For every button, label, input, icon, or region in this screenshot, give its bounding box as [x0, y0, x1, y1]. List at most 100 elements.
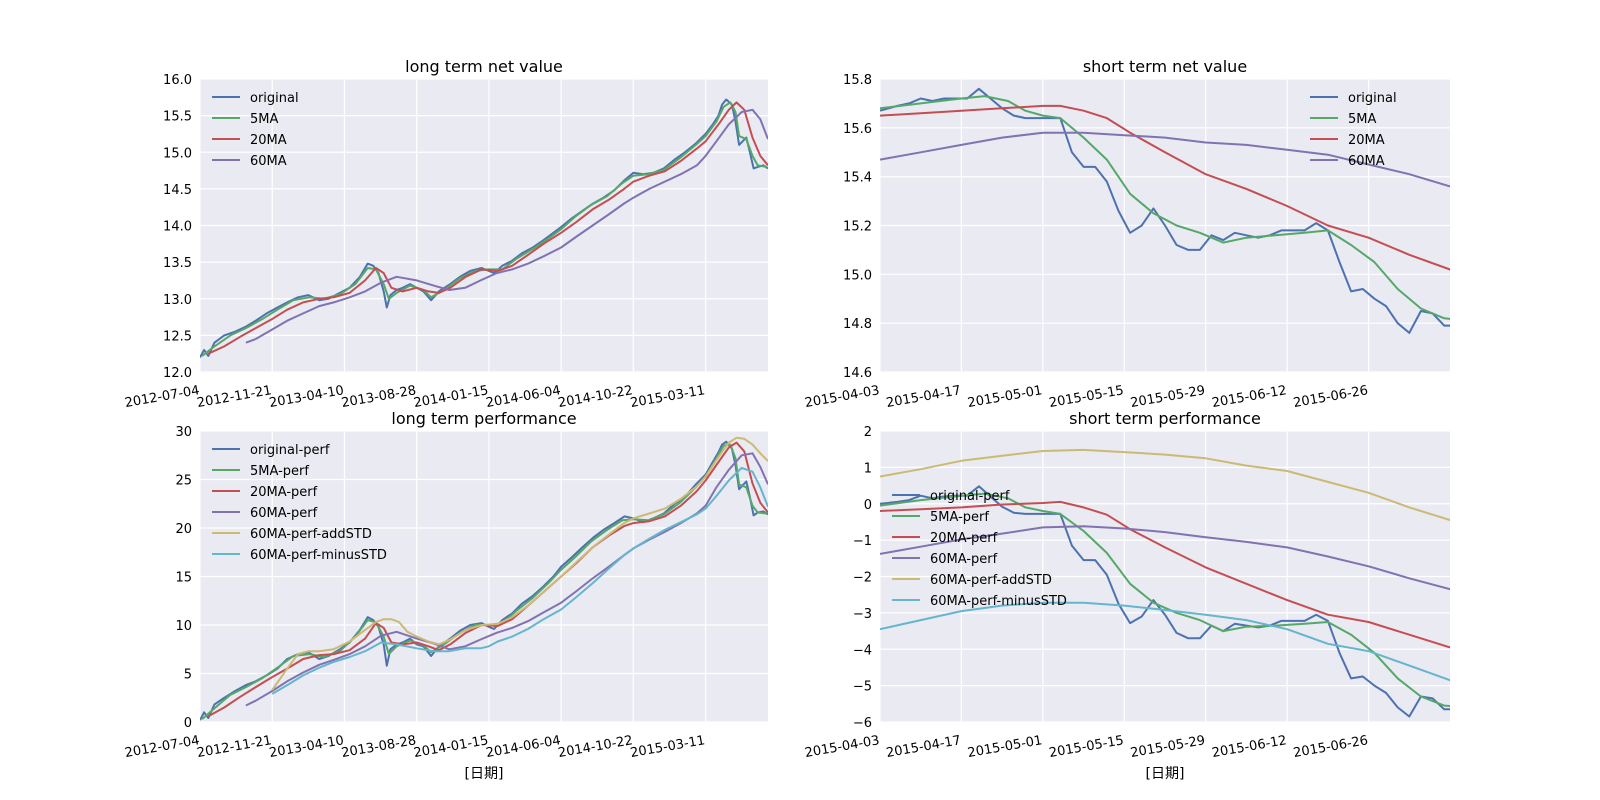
series-line-60MA-perf: [245, 452, 768, 707]
y-tick-label: 15.8: [843, 73, 872, 88]
x-tick-label: 2015-05-29: [1129, 733, 1206, 761]
x-tick-label: 2015-06-12: [1211, 383, 1288, 411]
series-line-5MA-perf: [880, 492, 1450, 708]
series-line-60MA-perf-minusSTD: [880, 601, 1450, 682]
y-tick-label: 30: [175, 425, 192, 440]
x-tick-label: 2015-04-17: [885, 383, 962, 411]
chart-title: short term performance: [1069, 409, 1261, 428]
x-tick-label: 2014-10-22: [557, 383, 634, 411]
y-tick-label: 13.5: [163, 256, 192, 271]
y-tick-label: 15.0: [843, 268, 872, 283]
x-tick-label: 2014-10-22: [557, 733, 634, 761]
series-line-60MA: [880, 131, 1450, 188]
y-tick-label: −1: [853, 534, 872, 549]
y-tick-label: 15.5: [163, 110, 192, 125]
series-group: [880, 87, 1450, 334]
chart-title: long term net value: [405, 57, 563, 76]
x-tick-label: 2014-06-04: [485, 383, 562, 411]
series-line-5MA: [880, 95, 1450, 320]
legend-label: 60MA: [250, 154, 287, 169]
x-tick-label: 2015-06-12: [1211, 733, 1288, 761]
y-tick-label: 13.0: [163, 293, 192, 308]
y-tick-label: −6: [853, 716, 872, 731]
x-tick-label: 2014-01-15: [413, 733, 490, 761]
y-tick-label: 16.0: [163, 73, 192, 88]
legend: original 5MA 20MA 60MA: [1310, 91, 1397, 169]
legend-label: original-perf: [250, 443, 330, 458]
x-tick-label: 2013-08-28: [340, 383, 417, 411]
x-tick-label: 2015-06-26: [1292, 383, 1369, 411]
chart-title: long term performance: [391, 409, 576, 428]
y-tick-label: 15.2: [843, 220, 872, 235]
x-tick-label: 2012-07-04: [124, 383, 201, 411]
x-tick-label: 2015-05-15: [1048, 733, 1125, 761]
legend-label: 60MA-perf-addSTD: [250, 527, 372, 542]
y-tick-label: 20: [175, 522, 192, 537]
series-line-20MA-perf: [207, 441, 768, 718]
legend: original 5MA 20MA 60MA: [212, 91, 299, 169]
legend-label: 20MA-perf: [250, 485, 318, 500]
chart-ltnv: 12.0 12.5 13.0 13.5 14.0 14.5 15.0 15.5 16.0 2012…: [124, 57, 768, 411]
y-tick-label: 15: [175, 571, 192, 586]
legend-label: 5MA: [1348, 112, 1376, 127]
y-tick-label: 15.6: [843, 122, 872, 137]
legend-label: 20MA-perf: [930, 531, 998, 546]
x-tick-label: 2014-06-04: [485, 733, 562, 761]
y-tick-label: 2: [864, 425, 872, 440]
x-tick-label: 2015-04-03: [804, 383, 881, 411]
legend-label: 60MA-perf-minusSTD: [250, 548, 387, 563]
x-tick-label: 2015-05-01: [967, 733, 1044, 761]
legend-label: original: [1348, 91, 1397, 106]
series-group: [200, 98, 768, 358]
legend-label: 5MA-perf: [250, 464, 309, 479]
legend-label: 20MA: [250, 133, 287, 148]
series-line-60MA-perf: [880, 525, 1450, 591]
chart-title: short term net value: [1083, 57, 1247, 76]
y-tick-label: 5: [184, 668, 192, 683]
x-tick-label: 2015-03-11: [629, 383, 706, 411]
legend-label: 60MA: [1348, 154, 1385, 169]
y-tick-label: 0: [864, 498, 872, 513]
x-tick-label: 2012-07-04: [124, 733, 201, 761]
legend-label: 60MA-perf-addSTD: [930, 573, 1052, 588]
x-tick-label: 2015-04-17: [885, 733, 962, 761]
x-tick-label: 2015-06-26: [1292, 733, 1369, 761]
y-tick-label: 0: [184, 716, 192, 731]
legend: original-perf 5MA-perf 20MA-perf 60MA-perf 6…: [892, 489, 1067, 609]
legend-label: 5MA: [250, 112, 278, 127]
y-tick-label: 14.8: [843, 317, 872, 332]
series-line-20MA: [207, 101, 768, 355]
legend-label: 60MA-perf-minusSTD: [930, 594, 1067, 609]
legend-label: original: [250, 91, 299, 106]
legend-label: original-perf: [930, 489, 1010, 504]
y-tick-label: 15.4: [843, 171, 872, 186]
x-tick-label: 2014-01-15: [413, 383, 490, 411]
y-tick-label: 14.5: [163, 183, 192, 198]
y-tick-label: −3: [853, 607, 872, 622]
series-group: [200, 436, 768, 721]
legend-label: 60MA-perf: [250, 506, 318, 521]
x-tick-label: 2015-04-03: [804, 733, 881, 761]
y-tick-label: 15.0: [163, 146, 192, 161]
x-tick-label: 2012-11-21: [196, 733, 273, 761]
y-tick-label: 14.6: [843, 366, 872, 381]
series-line-original: [880, 87, 1450, 334]
y-tick-label: 25: [175, 474, 192, 489]
legend-label: 5MA-perf: [930, 510, 989, 525]
y-tick-label: −2: [853, 571, 872, 586]
x-tick-label: 2015-03-11: [629, 733, 706, 761]
x-tick-label: 2015-05-15: [1048, 383, 1125, 411]
x-tick-label: 2015-05-01: [967, 383, 1044, 411]
x-axis-label: [日期]: [1146, 766, 1185, 782]
y-tick-label: −4: [853, 643, 872, 658]
x-tick-label: 2013-04-10: [268, 733, 345, 761]
x-tick-label: 2013-08-28: [340, 733, 417, 761]
series-line-60MA-perf-addSTD: [880, 448, 1450, 522]
y-tick-label: 1: [864, 461, 872, 476]
x-tick-label: 2013-04-10: [268, 383, 345, 411]
series-line-original-perf: [880, 485, 1450, 718]
y-tick-label: −5: [853, 680, 872, 695]
